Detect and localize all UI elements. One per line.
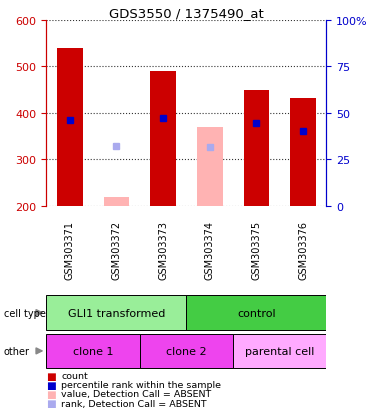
Bar bbox=[197, 128, 223, 206]
Bar bbox=[150, 72, 176, 206]
Text: other: other bbox=[4, 346, 30, 356]
Bar bbox=[46, 295, 187, 330]
Text: GSM303371: GSM303371 bbox=[65, 221, 75, 279]
Title: GDS3550 / 1375490_at: GDS3550 / 1375490_at bbox=[109, 7, 264, 19]
Text: control: control bbox=[237, 308, 276, 318]
Bar bbox=[104, 197, 129, 206]
Text: value, Detection Call = ABSENT: value, Detection Call = ABSENT bbox=[61, 389, 211, 399]
Text: cell type: cell type bbox=[4, 308, 46, 318]
Text: GLI1 transformed: GLI1 transformed bbox=[68, 308, 165, 318]
Text: parental cell: parental cell bbox=[245, 346, 315, 356]
Bar bbox=[46, 335, 140, 368]
Bar bbox=[57, 48, 83, 206]
Text: GSM303372: GSM303372 bbox=[111, 221, 121, 279]
Bar bbox=[233, 335, 326, 368]
Text: ■: ■ bbox=[46, 371, 56, 381]
Text: GSM303376: GSM303376 bbox=[298, 221, 308, 279]
Text: count: count bbox=[61, 371, 88, 380]
Text: ■: ■ bbox=[46, 389, 56, 399]
Bar bbox=[140, 335, 233, 368]
Bar bbox=[187, 295, 326, 330]
Bar bbox=[290, 99, 316, 206]
Text: GSM303373: GSM303373 bbox=[158, 221, 168, 279]
Text: clone 1: clone 1 bbox=[73, 346, 113, 356]
Text: rank, Detection Call = ABSENT: rank, Detection Call = ABSENT bbox=[61, 399, 207, 408]
Text: GSM303375: GSM303375 bbox=[252, 221, 262, 279]
Bar bbox=[244, 91, 269, 206]
Text: clone 2: clone 2 bbox=[166, 346, 207, 356]
Text: ■: ■ bbox=[46, 380, 56, 390]
Text: ■: ■ bbox=[46, 398, 56, 408]
Text: percentile rank within the sample: percentile rank within the sample bbox=[61, 380, 221, 389]
Text: GSM303374: GSM303374 bbox=[205, 221, 215, 279]
